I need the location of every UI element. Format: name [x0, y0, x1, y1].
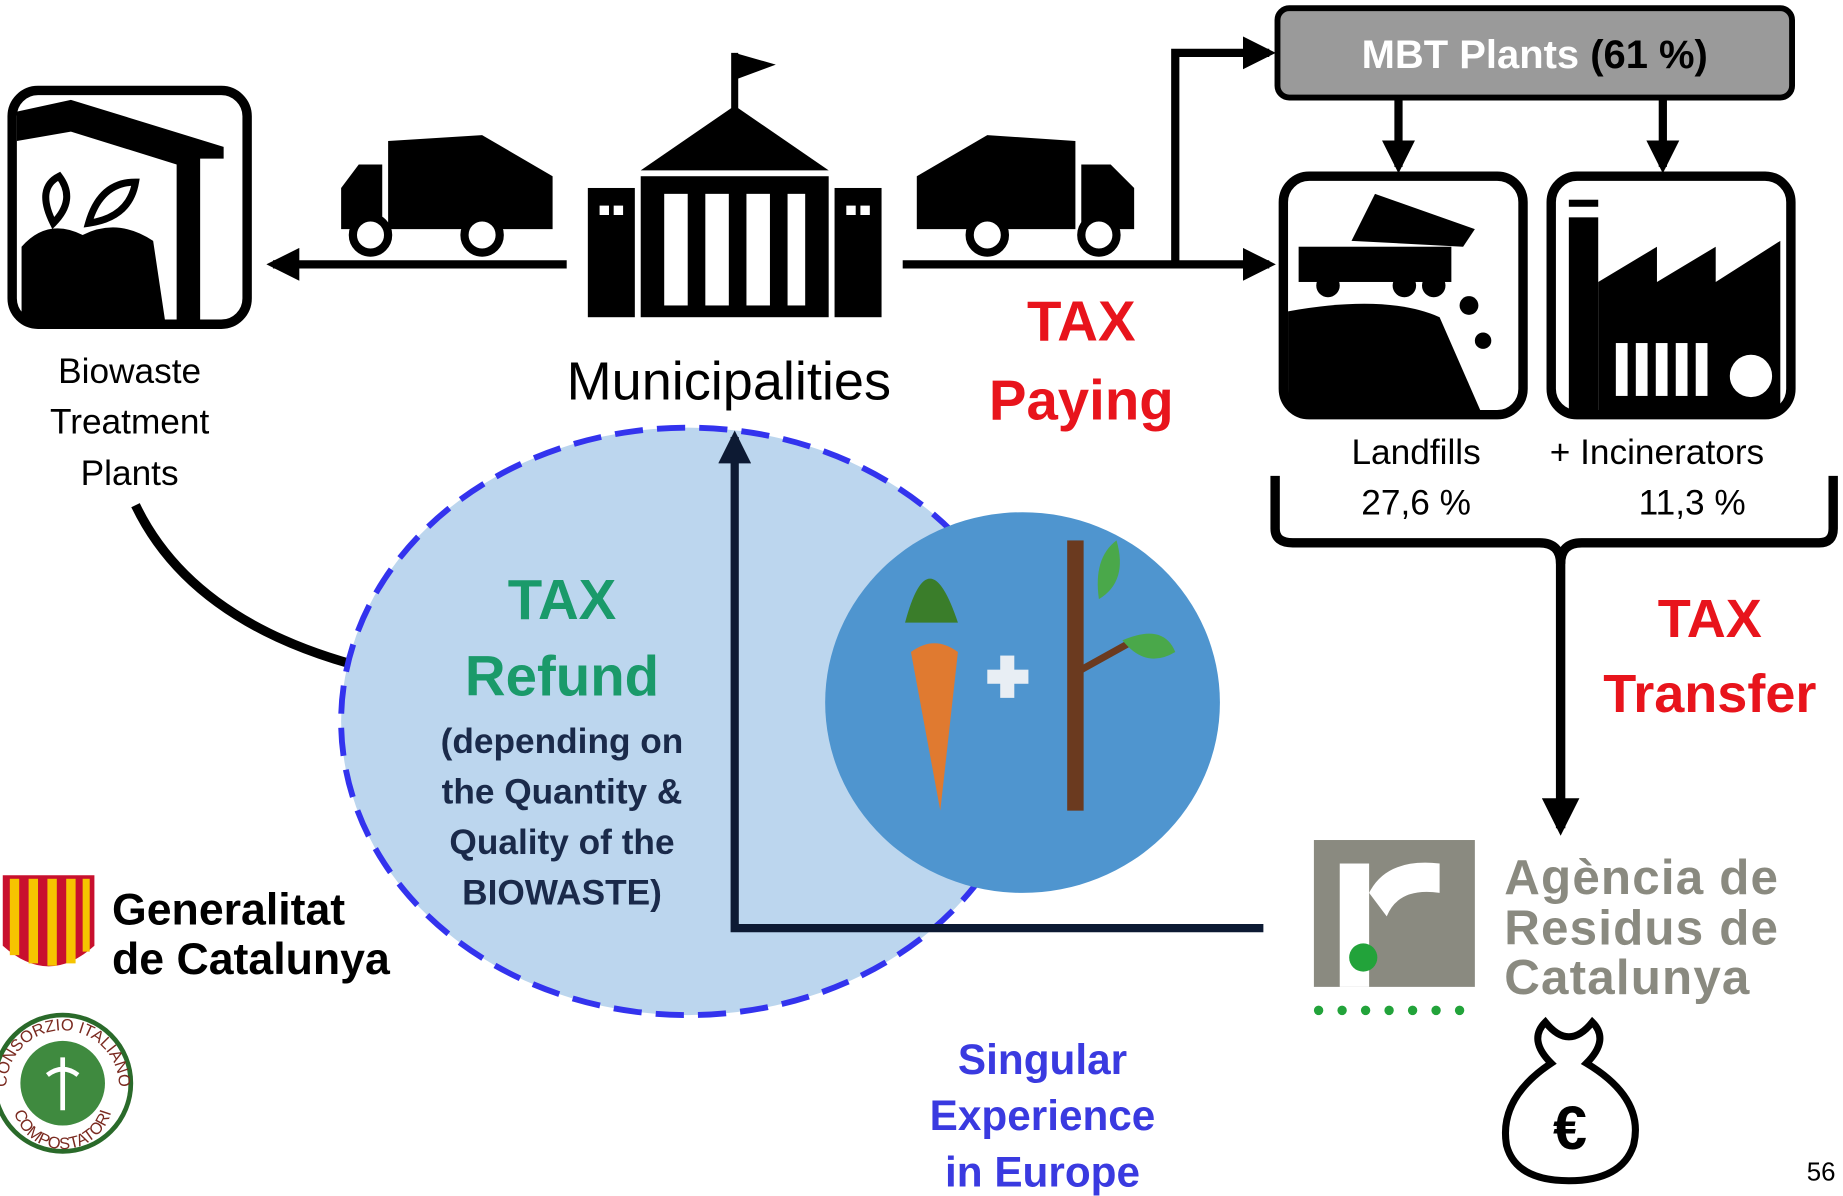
- incinerators-label: + Incinerators: [1550, 433, 1764, 472]
- tax-paying: Paying: [989, 368, 1174, 431]
- municipalities-label: Municipalities: [567, 351, 891, 411]
- landfills-share: 27,6 %: [1361, 484, 1471, 523]
- tax-transfer: Transfer: [1603, 664, 1816, 724]
- incinerator-icon: [1551, 176, 1791, 414]
- tax-paying: TAX: [1027, 290, 1136, 353]
- generalitat-logo: [3, 875, 95, 966]
- mbt-label: MBT Plants (61 %): [1362, 33, 1708, 77]
- building-icon: [588, 53, 882, 317]
- agency-label: Catalunya: [1504, 950, 1750, 1005]
- landfill-icon: [1283, 176, 1523, 414]
- diagram: Biowaste Treatment Plants Municipalities…: [0, 0, 1843, 1196]
- tax-transfer: TAX: [1658, 589, 1762, 649]
- refund-note: (depending on: [441, 722, 684, 761]
- agency-label: Agència de: [1504, 850, 1779, 905]
- tax-refund: TAX: [508, 568, 617, 631]
- arrow: [1175, 53, 1269, 264]
- biowaste-label: Biowaste: [58, 352, 201, 391]
- page-number: 56: [1807, 1159, 1836, 1187]
- tax-refund: Refund: [465, 645, 659, 708]
- singular-label: Experience: [930, 1092, 1156, 1139]
- refund-note: Quality of the: [449, 823, 674, 862]
- biowaste-label: Treatment: [50, 403, 209, 442]
- biowaste-icon: [12, 90, 247, 324]
- agency-label: Residus de: [1504, 901, 1779, 956]
- arc-logo: [1314, 840, 1475, 1015]
- singular-label: Singular: [958, 1036, 1127, 1083]
- refund-note: BIOWASTE): [462, 874, 662, 913]
- bracket: [1275, 476, 1833, 564]
- incinerators-share: 11,3 %: [1639, 484, 1746, 523]
- truck-icon: [917, 135, 1134, 252]
- euro-symbol: €: [1553, 1094, 1587, 1162]
- refund-note: the Quantity &: [442, 773, 683, 812]
- mbt-share: (61 %): [1590, 33, 1708, 77]
- biowaste-label: Plants: [81, 454, 179, 493]
- generalitat-label: de Catalunya: [112, 935, 391, 984]
- compost-image: [825, 512, 1220, 893]
- landfills-label: Landfills: [1351, 433, 1480, 472]
- mbt-name: MBT Plants: [1362, 33, 1579, 77]
- generalitat-label: Generalitat: [112, 886, 345, 935]
- singular-label: in Europe: [945, 1149, 1140, 1196]
- page: Biowaste Treatment Plants Municipalities…: [0, 0, 1843, 1196]
- truck-icon: [341, 135, 552, 252]
